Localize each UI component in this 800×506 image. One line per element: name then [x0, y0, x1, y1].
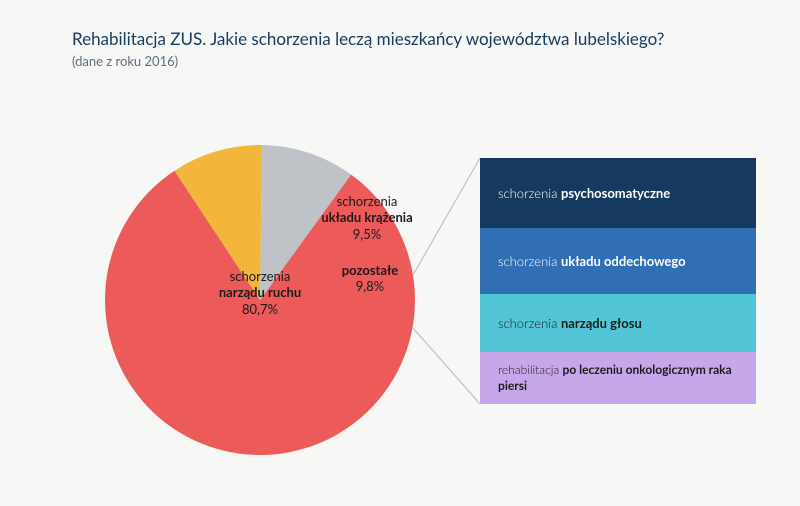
breakdown-row-1: schorzenia układu oddechowego [480, 228, 756, 294]
slice-label-line3: 9,5% [297, 226, 437, 242]
slice-label-line2: układu krążenia [297, 209, 437, 225]
slice-label-pozostale: pozostałe9,8% [310, 262, 430, 295]
breakdown-row-2: schorzenia narządu głosu [480, 294, 756, 352]
slice-label-krazenie: schorzeniaukładu krążenia9,5% [297, 193, 437, 242]
breakdown-row-text: schorzenia psychosomatyczne [498, 185, 670, 202]
breakdown-row-text: schorzenia narządu głosu [498, 315, 642, 332]
breakdown-row-3: rehabilitacja po leczeniu onkologicznym … [480, 352, 756, 404]
slice-label-line1: schorzenia [297, 193, 437, 209]
breakdown-row-text: rehabilitacja po leczeniu onkologicznym … [498, 362, 744, 393]
slice-label-line3: 80,7% [180, 301, 340, 317]
breakdown-row-0: schorzenia psychosomatyczne [480, 158, 756, 228]
breakdown-panel: schorzenia psychosomatyczne schorzenia uk… [480, 158, 756, 404]
breakdown-row-text: schorzenia układu oddechowego [498, 253, 686, 270]
slice-label-line2: pozostałe [310, 262, 430, 278]
slice-label-line3: 9,8% [310, 278, 430, 294]
